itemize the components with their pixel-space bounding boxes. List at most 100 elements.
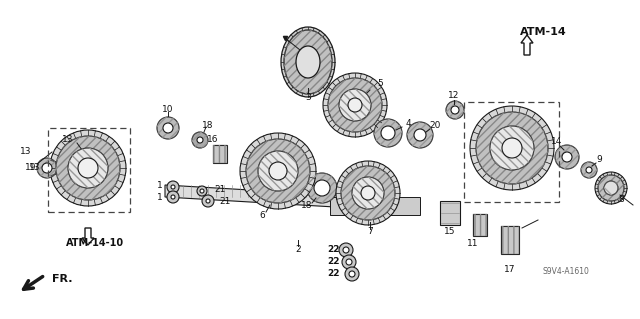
Circle shape [346,259,352,265]
Text: 1: 1 [157,192,163,202]
Circle shape [336,161,400,225]
Text: ATM-14-10: ATM-14-10 [66,238,124,248]
Circle shape [604,181,618,195]
Text: 6: 6 [259,211,265,219]
Text: 18: 18 [202,121,214,130]
Bar [464,102,559,202]
Text: 13: 13 [20,147,32,157]
Circle shape [78,158,98,178]
Circle shape [167,191,179,203]
Text: 19: 19 [25,164,36,173]
Circle shape [56,136,120,200]
Ellipse shape [281,27,335,97]
Text: 1: 1 [157,181,163,189]
Text: 12: 12 [448,92,460,100]
Text: 22: 22 [327,256,339,265]
Text: 14: 14 [551,137,563,146]
Circle shape [269,162,287,180]
Circle shape [323,73,387,137]
Bar [213,145,227,163]
Bar [48,128,130,212]
Text: 9: 9 [596,155,602,165]
Circle shape [42,163,52,173]
Circle shape [167,181,179,193]
Circle shape [598,175,624,201]
Bar [473,214,487,236]
Circle shape [352,177,384,209]
Text: 4: 4 [405,120,411,129]
Text: ATM-14: ATM-14 [520,27,566,37]
Circle shape [476,112,548,184]
Text: 21: 21 [220,197,230,206]
Circle shape [581,162,597,178]
Circle shape [342,255,356,269]
Text: 22: 22 [327,269,339,278]
Circle shape [206,199,210,203]
Text: 8: 8 [618,196,624,204]
Circle shape [171,195,175,199]
Circle shape [490,126,534,170]
Circle shape [407,122,433,148]
Text: 11: 11 [467,239,479,248]
Circle shape [50,130,126,206]
Text: 5: 5 [377,79,383,88]
Circle shape [349,271,355,277]
Circle shape [381,126,395,140]
Circle shape [202,195,214,207]
Bar [473,214,487,236]
Text: 13: 13 [62,135,74,144]
Circle shape [343,247,349,253]
Circle shape [341,166,395,220]
Text: 10: 10 [163,106,173,115]
Circle shape [307,173,337,203]
Text: S9V4-A1610: S9V4-A1610 [543,268,589,277]
Circle shape [348,98,362,112]
Polygon shape [165,185,420,212]
Ellipse shape [284,30,332,94]
FancyArrow shape [521,35,533,55]
Circle shape [258,151,298,191]
Text: 15: 15 [444,227,456,236]
Text: 2: 2 [295,246,301,255]
Circle shape [246,139,310,203]
Circle shape [451,106,459,114]
Circle shape [68,148,108,188]
Bar [501,226,519,254]
Circle shape [555,145,579,169]
Text: 17: 17 [504,265,516,275]
Circle shape [446,101,464,119]
Text: 22: 22 [327,244,339,254]
Circle shape [197,186,207,196]
Bar [330,197,420,215]
Circle shape [328,78,382,132]
Bar [501,226,519,254]
Text: 13: 13 [29,164,41,173]
Circle shape [240,133,316,209]
Circle shape [361,186,375,200]
Circle shape [192,132,208,148]
Bar [440,201,460,225]
Circle shape [586,167,592,173]
Circle shape [314,180,330,196]
Text: 20: 20 [429,122,441,130]
Ellipse shape [296,46,320,78]
Circle shape [345,267,359,281]
Text: 3: 3 [305,93,311,101]
Text: 7: 7 [367,227,373,236]
Circle shape [37,158,57,178]
Circle shape [157,117,179,139]
Circle shape [562,152,572,162]
Circle shape [470,106,554,190]
Text: 21: 21 [214,184,226,194]
Text: 16: 16 [207,136,219,145]
Circle shape [171,185,175,189]
Circle shape [414,129,426,141]
Circle shape [200,189,204,193]
Circle shape [197,137,203,143]
Circle shape [595,172,627,204]
Circle shape [374,119,402,147]
Circle shape [502,138,522,158]
Text: 18: 18 [301,201,313,210]
Bar [213,145,227,163]
Circle shape [339,243,353,257]
